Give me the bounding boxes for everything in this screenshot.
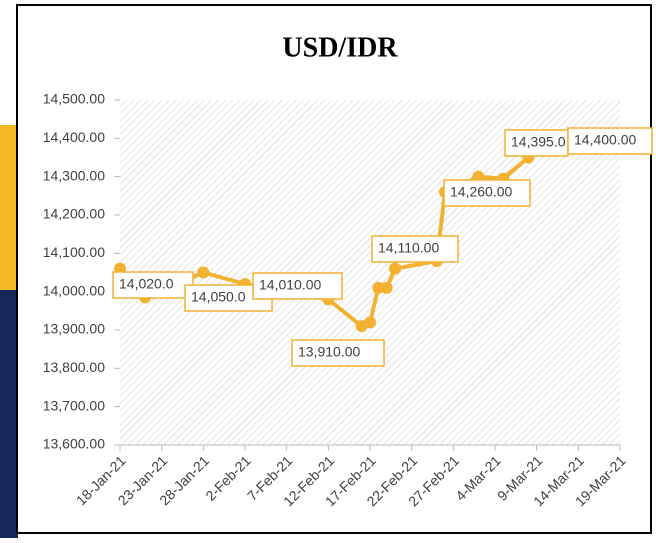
- banner-yellow: [0, 125, 18, 290]
- annotation: 14,110.00: [378, 240, 439, 256]
- annotation-box: [252, 272, 343, 300]
- annotation: 14,400.00: [574, 132, 636, 148]
- data-point: [389, 262, 401, 275]
- y-tick-label: 13,700.00: [43, 397, 105, 413]
- annotation: 13,910.00: [298, 344, 360, 360]
- data-point: [197, 266, 210, 279]
- y-tick-label: 13,600.00: [43, 436, 105, 452]
- data-point: [380, 281, 393, 294]
- annotation: 14,020.0: [119, 276, 174, 292]
- annotation: 14,260.00: [450, 184, 512, 200]
- annotation-box: [371, 235, 459, 263]
- y-tick-label: 14,200.00: [43, 206, 105, 222]
- y-tick-label: 14,000.00: [43, 282, 105, 298]
- annotation-box: [112, 271, 194, 299]
- y-tick-label: 13,900.00: [43, 321, 105, 337]
- chart-title: USD/IDR: [282, 32, 398, 63]
- annotation-box: [291, 339, 385, 367]
- y-tick-label: 13,800.00: [43, 359, 105, 375]
- banner-navy: [0, 290, 18, 538]
- y-tick-label: 14,500.00: [43, 91, 105, 107]
- data-point: [372, 281, 385, 294]
- annotation: 14,050.0: [191, 289, 246, 305]
- y-tick-label: 14,300.00: [43, 167, 105, 183]
- y-tick-label: 14,100.00: [43, 244, 105, 260]
- annotation-box: [567, 127, 653, 155]
- annotation-box: [443, 179, 531, 207]
- data-point: [364, 316, 376, 329]
- y-tick-label: 14,400.00: [43, 129, 105, 145]
- annotation: 14,395.0: [511, 134, 566, 150]
- annotation: 14,010.00: [259, 277, 321, 293]
